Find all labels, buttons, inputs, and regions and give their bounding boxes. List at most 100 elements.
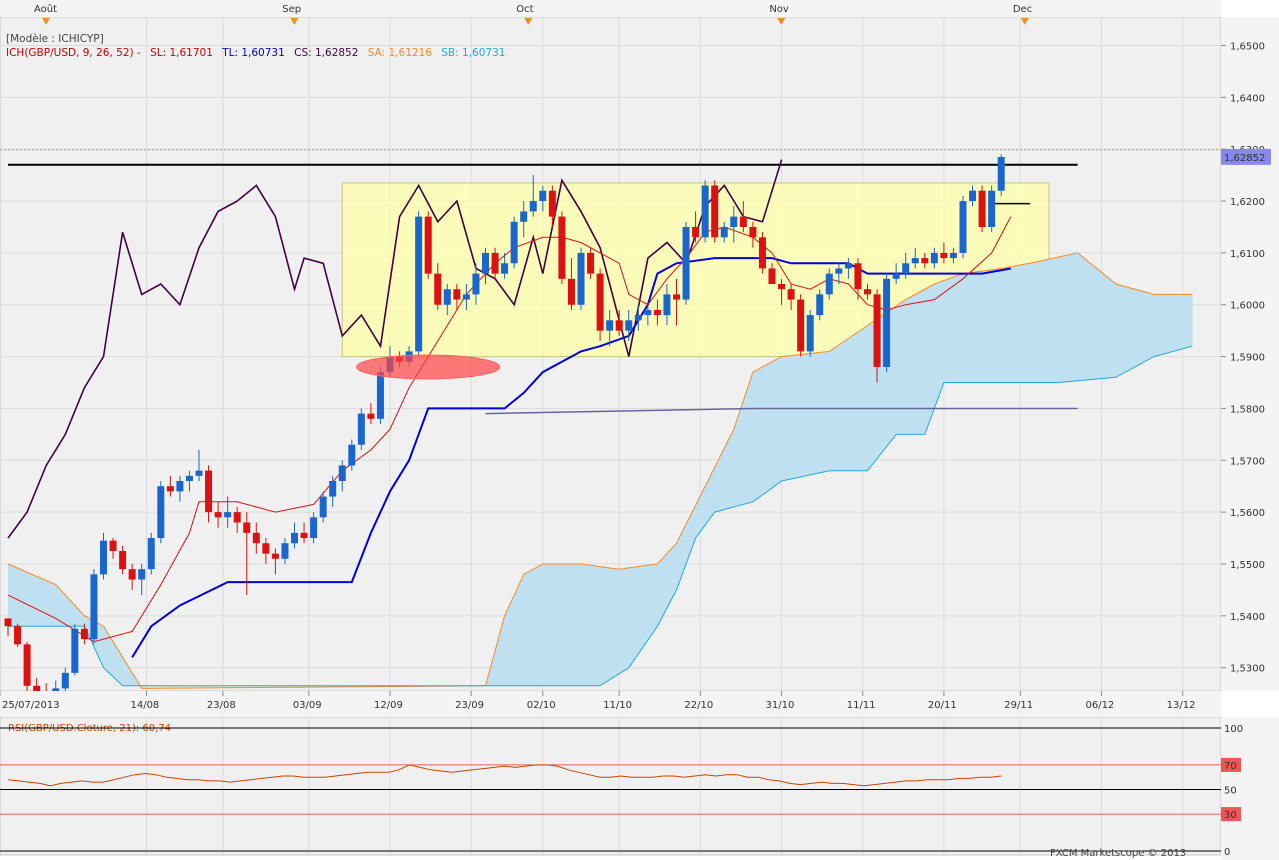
cloud-segment bbox=[1187, 294, 1193, 348]
candle-body bbox=[892, 273, 900, 279]
date-axis-label: 23/09 bbox=[455, 700, 484, 711]
month-label: Oct bbox=[516, 4, 533, 15]
cloud-segment bbox=[1063, 254, 1069, 383]
cloud-segment bbox=[31, 574, 38, 627]
cloud-segment bbox=[189, 685, 195, 689]
candle-body bbox=[319, 496, 327, 518]
cloud-segment bbox=[662, 553, 668, 618]
cloud-segment bbox=[963, 272, 969, 383]
date-axis-label: 11/11 bbox=[847, 700, 876, 711]
date-axis-labels: 25/07/2013 14/08 23/08 03/09 12/09 23/09 02/10… bbox=[0, 691, 1195, 711]
cloud-segment bbox=[41, 578, 47, 627]
price-axis-label: 1,5600 bbox=[1230, 508, 1265, 519]
price-axis-label: 1,5800 bbox=[1230, 404, 1265, 415]
candle-body bbox=[768, 268, 776, 285]
cloud-segment bbox=[1111, 280, 1117, 378]
cloud-segment bbox=[566, 563, 572, 686]
cloud-segment bbox=[991, 269, 997, 383]
cloud-segment bbox=[98, 623, 104, 668]
candle-body bbox=[71, 628, 79, 673]
cloud-segment bbox=[743, 386, 749, 505]
candle-body bbox=[176, 481, 184, 492]
tl-value: TL: 1,60731 bbox=[221, 47, 285, 59]
cloud-segment bbox=[175, 685, 181, 689]
cloud-segment bbox=[46, 580, 52, 627]
cloud-segment bbox=[1125, 286, 1131, 373]
candle-body bbox=[14, 626, 22, 645]
cloud-segment bbox=[900, 299, 907, 435]
candle-body bbox=[510, 221, 518, 264]
candle-body bbox=[701, 185, 709, 238]
cloud-segment bbox=[953, 275, 959, 383]
candle-body bbox=[138, 569, 146, 580]
cloud-segment bbox=[891, 306, 897, 441]
cloud-segment bbox=[141, 685, 147, 689]
candle-body bbox=[978, 190, 986, 227]
cloud-segment bbox=[1106, 276, 1112, 379]
cloud-segment bbox=[786, 355, 792, 480]
cloud-segment bbox=[666, 548, 673, 609]
month-label: Sep bbox=[282, 4, 301, 15]
cloud-segment bbox=[781, 356, 787, 482]
candle-body bbox=[367, 413, 375, 419]
highlight-ellipse[interactable] bbox=[356, 354, 501, 380]
sl-value: SL: 1,61701 bbox=[150, 47, 213, 59]
cloud-segment bbox=[862, 325, 868, 471]
cloud-segment bbox=[619, 568, 625, 674]
cloud-segment bbox=[1044, 259, 1050, 383]
cloud-segment bbox=[528, 569, 534, 686]
cloud-segment bbox=[552, 563, 558, 686]
senkou-b-line bbox=[8, 345, 1193, 687]
candle-body bbox=[539, 190, 547, 202]
cloud-segment bbox=[1058, 256, 1064, 383]
cloud-segment bbox=[986, 269, 993, 383]
cloud-segment bbox=[857, 328, 864, 471]
candle-body bbox=[883, 278, 891, 367]
cloud-segment bbox=[65, 595, 71, 627]
tenkan-sen-line bbox=[7, 216, 1012, 643]
cloud-segment bbox=[762, 364, 768, 495]
rsi-level-badge bbox=[1221, 757, 1241, 772]
cloud-segment bbox=[767, 361, 773, 492]
candle-body bbox=[720, 226, 728, 238]
rsi-axis-label: 70 bbox=[1224, 761, 1237, 772]
rsi-axis-label: 100 bbox=[1224, 724, 1243, 735]
date-axis-label: 13/12 bbox=[1167, 700, 1196, 711]
candle-body bbox=[634, 315, 642, 321]
cloud-segment bbox=[829, 348, 835, 471]
cloud-segment bbox=[738, 400, 744, 506]
cloud-segment bbox=[714, 457, 720, 513]
candle-body bbox=[778, 284, 786, 290]
cloud-segment bbox=[156, 685, 162, 689]
cloud-segment bbox=[814, 352, 821, 474]
cloud-segment bbox=[117, 649, 123, 686]
cloud-segment bbox=[1168, 294, 1174, 353]
candle-body bbox=[749, 226, 757, 238]
candle-body bbox=[329, 481, 337, 497]
cloud-segment bbox=[681, 524, 687, 577]
candle-body bbox=[520, 211, 528, 222]
cloud-segment bbox=[1163, 294, 1169, 354]
cloud-segment bbox=[108, 633, 114, 677]
cloud-segment bbox=[609, 567, 615, 680]
cloud-segment bbox=[967, 272, 973, 383]
footer-copyright: FXCM Marketscope © 2013 bbox=[1050, 848, 1186, 859]
candle-body bbox=[224, 512, 232, 518]
cloud-segment bbox=[709, 467, 716, 519]
cloud-segment bbox=[686, 514, 692, 564]
cloud-segment bbox=[638, 565, 644, 654]
cloud-segment bbox=[1115, 284, 1121, 378]
date-axis[interactable] bbox=[0, 691, 1221, 717]
cloud-segment bbox=[838, 341, 845, 471]
cloud-segment bbox=[643, 565, 649, 647]
cloud-segment bbox=[604, 567, 611, 683]
candle-body bbox=[262, 543, 270, 554]
cloud-segment bbox=[623, 567, 630, 671]
cloud-segment bbox=[84, 615, 90, 637]
month-label: Nov bbox=[769, 4, 789, 15]
candle-body bbox=[739, 216, 747, 227]
price-axis-label: 1,6200 bbox=[1230, 197, 1265, 208]
candle-body bbox=[577, 252, 585, 305]
price-axis[interactable] bbox=[1221, 17, 1279, 691]
candle-body bbox=[758, 237, 766, 269]
